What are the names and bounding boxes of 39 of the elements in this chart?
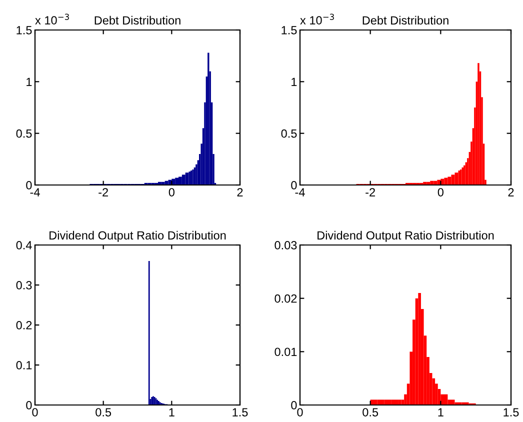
x-tick-label: 0.5 [96, 408, 112, 416]
chart-title: Debt Distribution [362, 16, 448, 25]
y-tick-label: 0.01 [274, 348, 297, 356]
y-tick-label: 0 [291, 181, 297, 190]
x-tick-label: -4 [295, 188, 305, 196]
x-tick-label: -2 [98, 188, 108, 196]
y-tick-label: 0.2 [16, 321, 32, 330]
chart-title: Dividend Output Ratio Distribution [318, 230, 494, 242]
text: x 10$^{−3}$ [35, 14, 69, 24]
x-tick-label: 2 [508, 188, 514, 196]
x-tick-label: 1.5 [232, 408, 248, 416]
y-tick-label: 0.4 [16, 241, 32, 250]
y-tick-label: 0 [26, 181, 32, 190]
text: x 10$^{−3}$ [300, 14, 334, 24]
y-tick-label: 1.5 [282, 26, 297, 34]
x-tick-label: 0 [297, 408, 303, 416]
y-tick-label: 0.5 [281, 129, 297, 138]
y-tick-label: 1 [292, 78, 297, 86]
x-tick-label: 2 [237, 188, 243, 196]
chart-title: Dividend Output Ratio Distribution [50, 230, 226, 242]
x-tick-label: -2 [366, 188, 375, 196]
chart-title: Debt Distribution [94, 16, 180, 25]
y-tick-label: 0.3 [16, 281, 32, 290]
x-tick-label: 0 [168, 188, 174, 196]
y-tick-label: 0.03 [274, 241, 297, 250]
x-tick-label: -4 [30, 188, 40, 196]
x-tick-label: 1.5 [504, 408, 519, 416]
x-tick-label: 0 [438, 188, 444, 196]
y-tick-label: 0.1 [16, 361, 32, 370]
y-tick-label: 0.5 [16, 129, 32, 138]
x-tick-label: 1 [438, 408, 444, 416]
x-tick-label: 0 [32, 408, 38, 416]
x-tick-label: 1 [169, 408, 174, 416]
y-tick-label: 1.5 [16, 26, 32, 34]
y-tick-label: 0 [26, 401, 32, 410]
x-tick-label: 0.5 [362, 408, 378, 416]
y-tick-label: 1 [26, 78, 32, 86]
y-tick-label: 0 [291, 401, 297, 410]
y-tick-label: 0.02 [274, 294, 297, 303]
